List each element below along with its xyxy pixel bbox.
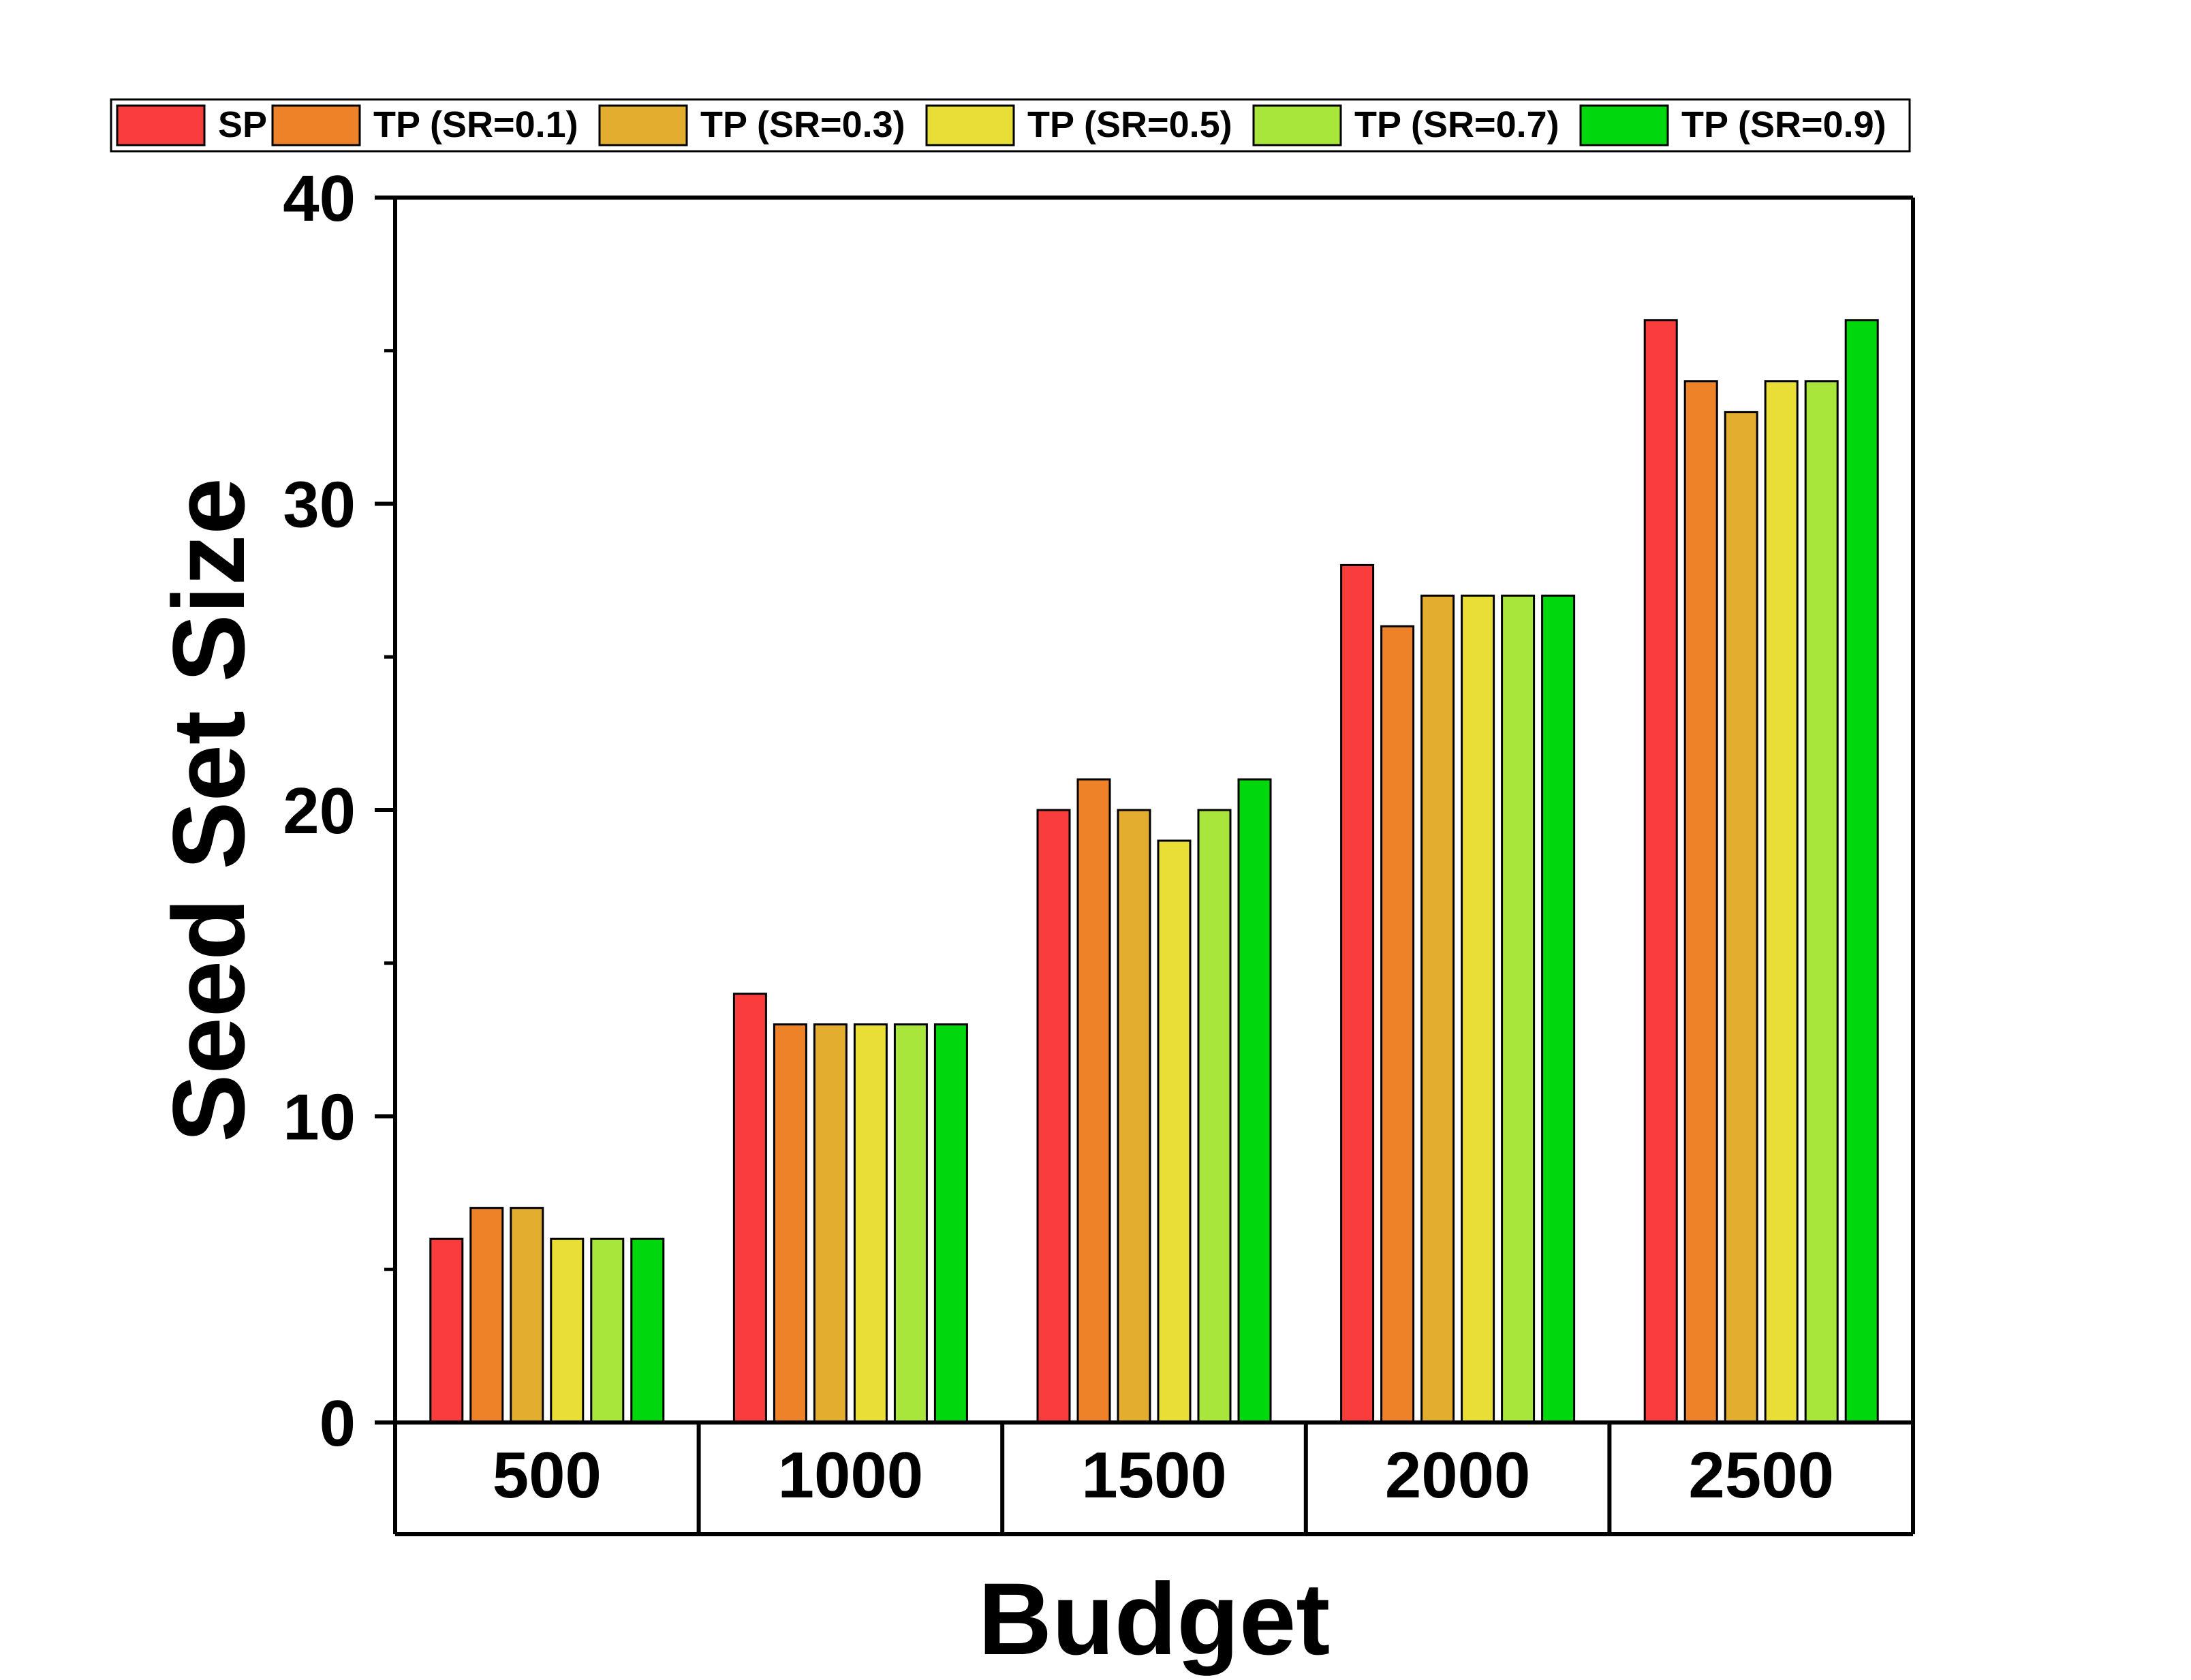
bar <box>732 993 767 1424</box>
bar <box>813 1023 848 1424</box>
legend-label: TP (SR=0.7) <box>1354 104 1559 145</box>
legend-label: SP <box>218 104 267 145</box>
legend-label: TP (SR=0.1) <box>373 104 578 145</box>
bar <box>1683 380 1718 1424</box>
bar <box>1117 809 1151 1424</box>
y-tick-label: 0 <box>320 1387 356 1460</box>
x-axis-label: Budget <box>978 1561 1331 1676</box>
bar <box>510 1207 544 1424</box>
bar <box>1541 594 1576 1424</box>
bar <box>1461 594 1495 1424</box>
bar <box>1764 380 1799 1424</box>
legend-swatch <box>925 104 1015 146</box>
bar <box>893 1023 928 1424</box>
bar <box>1340 563 1375 1424</box>
bar <box>1501 594 1536 1424</box>
y-tick-label: 20 <box>283 775 356 847</box>
bar <box>1804 380 1839 1424</box>
y-tick-label: 30 <box>283 469 356 542</box>
bar <box>590 1237 625 1424</box>
legend: SP TP (SR=0.1) TP (SR=0.3) TP (SR=0.5) TP (S… <box>110 98 1911 153</box>
x-tick-label: 1000 <box>778 1439 924 1512</box>
bar <box>1643 319 1678 1424</box>
bar <box>1157 839 1192 1424</box>
bar <box>469 1207 504 1424</box>
bar <box>1724 411 1758 1424</box>
legend-label: TP (SR=0.9) <box>1681 104 1886 145</box>
bar <box>1420 594 1455 1424</box>
legend-swatch <box>1252 104 1342 146</box>
bar <box>933 1023 968 1424</box>
axis-labels: Budget Seed Set Size <box>151 478 1330 1676</box>
x-tick-label: 2500 <box>1688 1439 1834 1512</box>
x-tick-label: 1500 <box>1081 1439 1227 1512</box>
axes: 500 1000 1500 2000 2500 0 10 20 30 40 <box>283 162 1915 1536</box>
bar <box>429 1237 464 1424</box>
bar <box>1197 809 1232 1424</box>
legend-label: TP (SR=0.5) <box>1027 104 1232 145</box>
legend-swatch <box>1579 104 1669 146</box>
bar <box>630 1237 665 1424</box>
bar <box>1844 319 1879 1424</box>
bar <box>1237 778 1272 1424</box>
y-tick-label: 10 <box>283 1081 356 1154</box>
bar <box>853 1023 888 1424</box>
x-tick-label: 500 <box>493 1439 602 1512</box>
legend-swatch <box>116 104 206 146</box>
y-axis-label: Seed Set Size <box>151 478 266 1142</box>
legend-swatch <box>598 104 688 146</box>
x-tick-label: 2000 <box>1385 1439 1531 1512</box>
bar <box>550 1237 585 1424</box>
bar <box>1076 778 1111 1424</box>
bar <box>1036 809 1071 1424</box>
y-tick-label: 40 <box>283 162 356 235</box>
bar <box>1380 625 1415 1424</box>
legend-swatch <box>271 104 361 146</box>
bars <box>429 319 1879 1424</box>
bar <box>773 1023 807 1424</box>
legend-label: TP (SR=0.3) <box>700 104 905 145</box>
